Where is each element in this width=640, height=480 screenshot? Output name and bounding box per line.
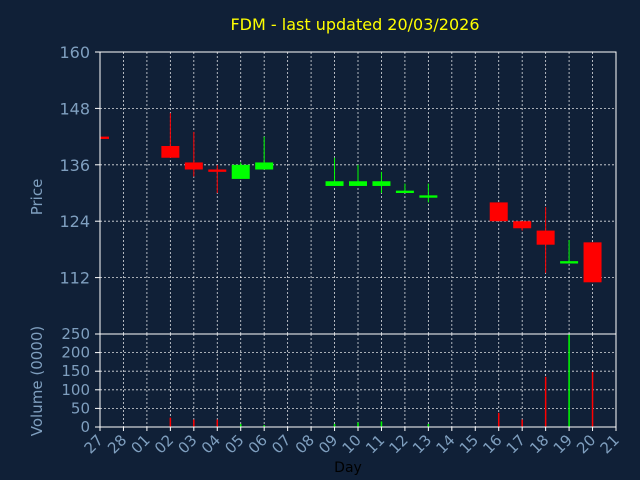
candle-body <box>419 195 438 198</box>
volume-tick-label: 50 <box>71 399 90 417</box>
candle-body <box>325 181 344 186</box>
candle-body <box>161 146 180 158</box>
candle-body <box>372 181 391 186</box>
x-tick-label: 05 <box>221 431 247 457</box>
x-tick-label: 28 <box>104 431 130 457</box>
x-tick-label: 06 <box>245 431 271 457</box>
x-tick-label: 18 <box>526 431 552 457</box>
volume-tick-label: 150 <box>61 362 90 380</box>
volume-bar <box>568 334 570 427</box>
price-y-ticks: 112 124 136 148 160 <box>59 43 100 288</box>
x-ticks: 2728010203040506070809101112131415161718… <box>81 427 623 457</box>
x-tick-label: 14 <box>432 431 458 457</box>
x-tick-label: 17 <box>503 431 529 457</box>
x-tick-label: 19 <box>550 431 576 457</box>
candle-body <box>583 242 602 283</box>
x-tick-label: 09 <box>315 431 341 457</box>
candle-body <box>489 202 508 222</box>
candle-body <box>349 181 367 186</box>
volume-bar <box>427 424 430 427</box>
price-tick-label: 136 <box>59 156 90 175</box>
x-tick-label: 07 <box>268 431 294 457</box>
price-tick-label: 124 <box>59 212 90 231</box>
volume-bar <box>333 424 336 427</box>
volume-tick-label: 250 <box>61 325 90 343</box>
volume-bar <box>169 417 172 427</box>
x-tick-label: 15 <box>456 431 482 457</box>
volume-bar <box>239 424 242 427</box>
volume-bar <box>193 419 195 427</box>
candle-body <box>513 221 532 229</box>
x-tick-label: 04 <box>198 431 224 457</box>
x-tick-label: 12 <box>386 431 412 457</box>
candle-body <box>536 230 555 245</box>
x-axis-label: Day <box>334 460 362 476</box>
price-grid <box>100 52 616 334</box>
volume-bar <box>521 419 523 427</box>
volume-tick-label: 200 <box>61 344 90 362</box>
volume-bars <box>169 334 594 427</box>
price-panel: 112 124 136 148 160 Price <box>28 43 617 335</box>
chart-title: FDM - last updated 20/03/2026 <box>230 15 479 34</box>
candle-body <box>231 164 250 179</box>
candle-body <box>395 190 414 193</box>
volume-tick-label: 0 <box>80 418 90 436</box>
x-tick-label: 16 <box>479 431 505 457</box>
x-tick-label: 13 <box>409 431 435 457</box>
x-tick-label: 10 <box>339 431 365 457</box>
volume-grid <box>100 334 616 427</box>
price-candles <box>99 113 602 283</box>
candle-body <box>560 261 579 264</box>
x-tick-label: 21 <box>597 431 623 457</box>
x-tick-label: 02 <box>151 431 177 457</box>
volume-tick-label: 100 <box>61 381 90 399</box>
volume-bar <box>591 371 594 427</box>
price-tick-label: 112 <box>59 269 90 288</box>
candle-body <box>100 136 109 139</box>
x-tick-label: 20 <box>573 431 599 457</box>
volume-axis-label: Volume (0000) <box>28 326 46 436</box>
volume-bar <box>544 376 547 427</box>
candle-body <box>184 162 203 170</box>
price-tick-label: 160 <box>59 43 90 62</box>
x-tick-label: 11 <box>362 431 388 457</box>
candle-body <box>255 162 274 170</box>
volume-bar <box>263 425 265 427</box>
volume-bar <box>380 421 383 427</box>
volume-bar <box>216 419 219 427</box>
x-tick-label: 03 <box>174 431 200 457</box>
price-axis-label: Price <box>28 179 46 216</box>
volume-bar <box>497 412 500 427</box>
x-tick-label: 08 <box>292 431 318 457</box>
x-tick-label: 01 <box>128 431 154 457</box>
candle-body <box>208 169 227 172</box>
price-tick-label: 148 <box>59 99 90 118</box>
volume-bar <box>357 422 359 427</box>
